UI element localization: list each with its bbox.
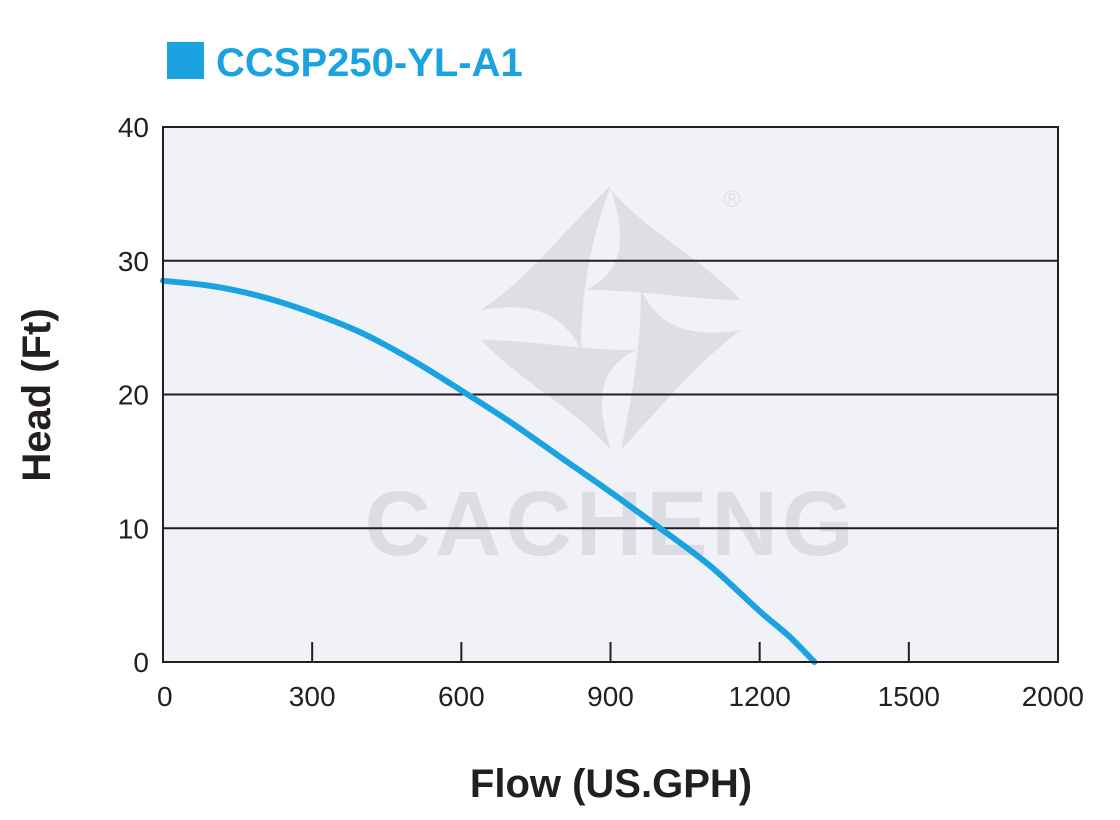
y-tick-labels: 0 10 20 30 40 — [118, 112, 149, 678]
x-tick-label: 1200 — [729, 681, 791, 712]
gridlines — [163, 259, 1058, 530]
x-tick-labels: 0 300 600 900 1200 1500 2000 — [157, 681, 1084, 712]
legend-swatch — [167, 42, 204, 79]
y-tick-label: 20 — [118, 380, 149, 411]
y-tick-label: 0 — [133, 647, 149, 678]
x-tick-label: 300 — [289, 681, 336, 712]
chart-title: CCSP250-YL-A1 — [216, 41, 523, 85]
y-tick-label: 10 — [118, 513, 149, 544]
y-tick-label: 30 — [118, 246, 149, 277]
x-axis-title: Flow (US.GPH) — [470, 762, 752, 806]
x-tick-label: 900 — [587, 681, 634, 712]
x-tick-label: 0 — [157, 681, 173, 712]
plot-frame — [162, 126, 1059, 663]
x-tick-label: 2000 — [1022, 681, 1084, 712]
x-tick-label: 1500 — [878, 681, 940, 712]
series-layer — [160, 277, 818, 665]
registered-mark: ® — [723, 186, 741, 213]
x-tick-label: 600 — [438, 681, 485, 712]
watermark-text: CACHENG — [364, 473, 857, 575]
y-axis-title: Head (Ft) — [15, 308, 59, 481]
series-line — [160, 277, 818, 665]
y-tick-label: 40 — [118, 112, 149, 143]
x-tick-marks — [311, 642, 910, 662]
